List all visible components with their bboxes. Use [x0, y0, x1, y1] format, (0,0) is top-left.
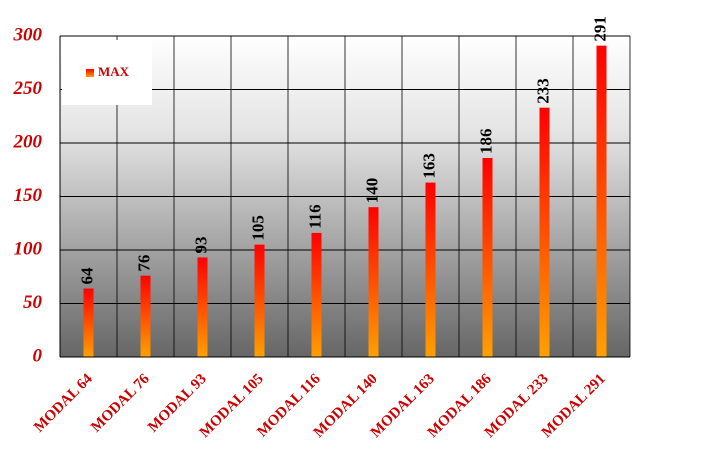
bar: [197, 257, 208, 357]
data-label: 93: [191, 236, 210, 253]
x-tick-label: MODAL 64: [31, 371, 96, 436]
y-tick-label: 300: [13, 24, 43, 45]
bar: [596, 45, 607, 357]
data-label: 291: [590, 16, 609, 42]
bar: [83, 288, 94, 357]
x-tick-label: MODAL 76: [88, 371, 153, 436]
bar: [482, 157, 493, 357]
y-tick-label: 100: [14, 238, 43, 259]
legend-label: MAX: [98, 64, 130, 79]
bar: [140, 275, 151, 357]
data-label: 233: [533, 78, 552, 104]
y-tick-label: 200: [13, 131, 43, 152]
y-tick-label: 50: [23, 292, 43, 313]
data-label: 116: [305, 204, 324, 229]
data-label: 186: [476, 128, 495, 154]
data-label: 76: [134, 255, 153, 272]
legend-box: [62, 40, 152, 105]
bar: [539, 107, 550, 357]
data-label: 64: [77, 267, 96, 285]
bar: [425, 182, 436, 357]
data-label: 140: [362, 178, 381, 204]
bar: [311, 232, 322, 357]
y-tick-label: 0: [33, 345, 43, 366]
y-tick-label: 250: [13, 78, 43, 99]
legend-swatch: [86, 69, 94, 77]
bar: [254, 244, 265, 357]
bar: [368, 207, 379, 357]
data-label: 105: [248, 215, 267, 241]
y-tick-label: 150: [14, 185, 43, 206]
data-label: 163: [419, 153, 438, 179]
